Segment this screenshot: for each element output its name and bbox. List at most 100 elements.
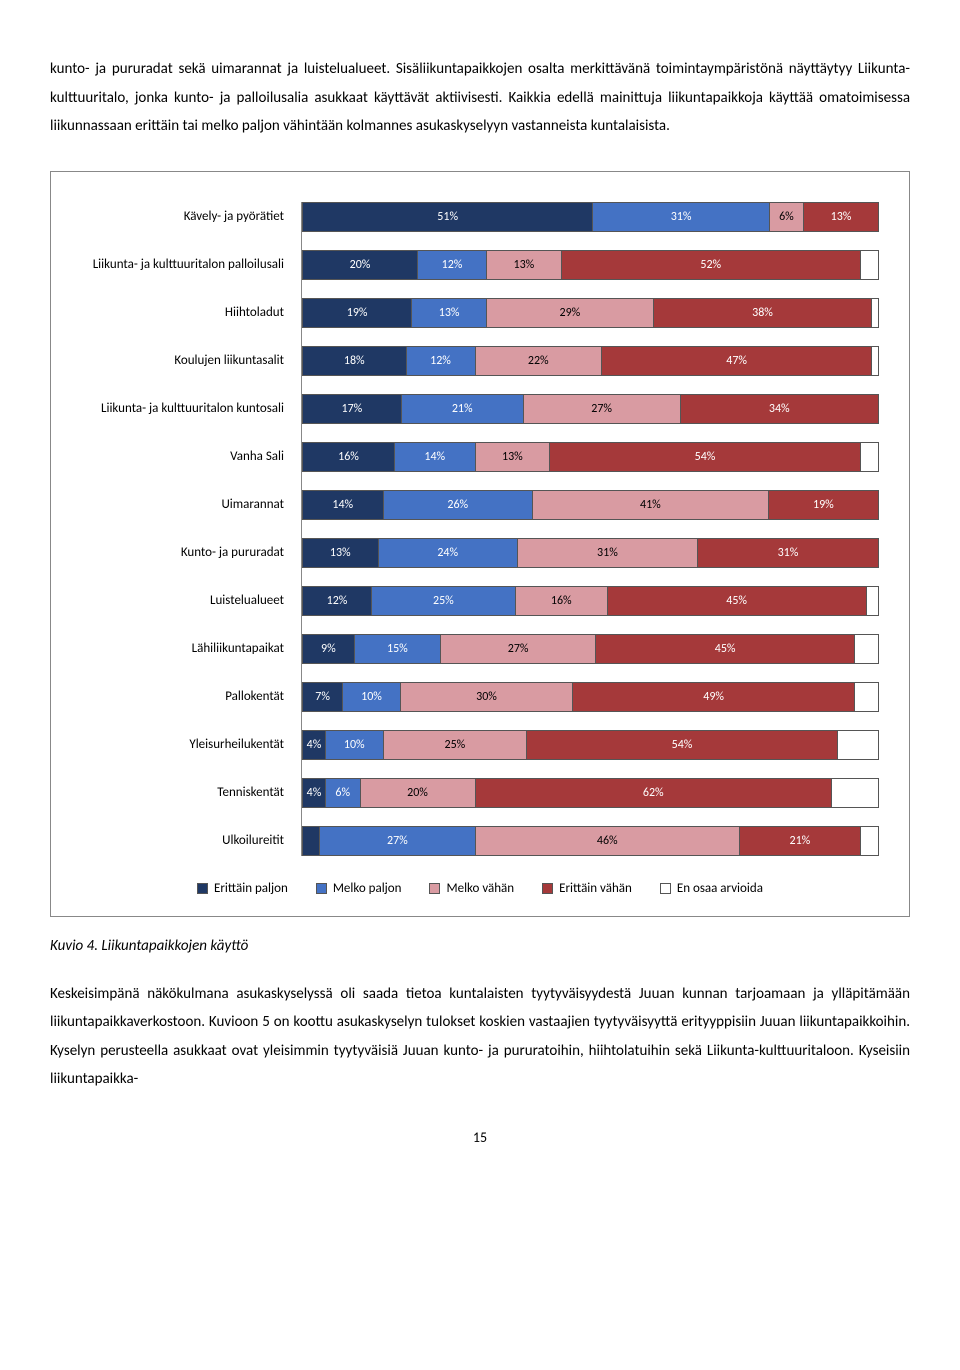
bar-segment (855, 683, 878, 711)
row-label: Luistelualueet (62, 593, 292, 608)
row-label: Vanha Sali (62, 449, 292, 464)
bar-segment: 25% (372, 587, 516, 615)
bar-segment: 10% (326, 731, 384, 759)
bar: 18%12%22%47% (302, 346, 879, 376)
row-label: Liikunta- ja kulttuuritalon kuntosali (62, 401, 292, 416)
legend-label: Melko vähän (446, 881, 514, 896)
bar-segment (855, 635, 878, 663)
legend-swatch (660, 883, 671, 894)
chart-row: Liikunta- ja kulttuuritalon palloilusali… (302, 250, 879, 280)
bar-segment: 13% (303, 539, 379, 567)
bar-segment (861, 443, 878, 471)
bar-segment: 27% (441, 635, 596, 663)
legend-item: Erittäin vähän (542, 881, 632, 896)
bar: 16%14%13%54% (302, 442, 879, 472)
bar-segment: 51% (303, 203, 593, 231)
legend-item: Erittäin paljon (197, 881, 288, 896)
legend-swatch (197, 883, 208, 894)
bar-segment (872, 299, 878, 327)
bar: 7%10%30%49% (302, 682, 879, 712)
bar-segment: 26% (384, 491, 534, 519)
bar-segment (861, 251, 878, 279)
bar-segment: 20% (361, 779, 476, 807)
bar-segment: 24% (379, 539, 518, 567)
chart-row: Liikunta- ja kulttuuritalon kuntosali17%… (302, 394, 879, 424)
bar-segment: 17% (303, 395, 402, 423)
bar-segment: 52% (562, 251, 861, 279)
bar-segment: 19% (769, 491, 878, 519)
bar-segment: 62% (476, 779, 833, 807)
legend-swatch (316, 883, 327, 894)
bar-segment (861, 827, 878, 855)
bar-segment: 6% (770, 203, 804, 231)
bar: 51%31%6%13% (302, 202, 879, 232)
legend-label: Erittäin paljon (214, 881, 288, 896)
chart-row: Kävely- ja pyörätiet51%31%6%13% (302, 202, 879, 232)
bar: 17%21%27%34% (302, 394, 879, 424)
bar-segment: 14% (395, 443, 476, 471)
bar-segment: 19% (303, 299, 412, 327)
legend-label: En osaa arvioida (677, 881, 763, 896)
bar-segment: 6% (326, 779, 361, 807)
stacked-bar-chart: Kävely- ja pyörätiet51%31%6%13%Liikunta-… (50, 171, 910, 917)
bar: 12%25%16%45% (302, 586, 879, 616)
bar-segment: 13% (804, 203, 878, 231)
bar-segment (872, 347, 878, 375)
bar-segment: 31% (593, 203, 769, 231)
chart-row: Pallokentät7%10%30%49% (302, 682, 879, 712)
legend-item: En osaa arvioida (660, 881, 763, 896)
bar: 4%6%20%62% (302, 778, 879, 808)
bar-segment: 12% (407, 347, 476, 375)
row-label: Kävely- ja pyörätiet (62, 209, 292, 224)
bar-segment: 13% (476, 443, 551, 471)
bar-segment (838, 731, 878, 759)
bar-segment: 4% (303, 731, 326, 759)
bar-segment: 16% (516, 587, 608, 615)
bar-segment: 18% (303, 347, 407, 375)
chart-row: Lähiliikuntapaikat9%15%27%45% (302, 634, 879, 664)
bar-segment: 29% (487, 299, 654, 327)
row-label: Liikunta- ja kulttuuritalon palloilusali (62, 257, 292, 272)
chart-row: Vanha Sali16%14%13%54% (302, 442, 879, 472)
row-label: Kunto- ja pururadat (62, 545, 292, 560)
chart-legend: Erittäin paljon Melko paljon Melko vähän Er… (71, 881, 889, 896)
chart-row: Tenniskentät4%6%20%62% (302, 778, 879, 808)
bar-segment: 31% (698, 539, 878, 567)
bar-segment: 13% (412, 299, 487, 327)
bar-segment: 45% (608, 587, 867, 615)
bar-segment: 47% (602, 347, 872, 375)
bar-segment: 41% (533, 491, 769, 519)
row-label: Hiihtoladut (62, 305, 292, 320)
row-label: Pallokentät (62, 689, 292, 704)
bar-segment: 4% (303, 779, 326, 807)
bar-segment: 54% (550, 443, 861, 471)
chart-row: Uimarannat14%26%41%19% (302, 490, 879, 520)
bar-segment: 21% (740, 827, 861, 855)
bar: 19%13%29%38% (302, 298, 879, 328)
bar: 14%26%41%19% (302, 490, 879, 520)
chart-caption: Kuvio 4. Liikuntapaikkojen käyttö (50, 937, 910, 955)
bar-segment: 14% (303, 491, 384, 519)
page-number: 15 (50, 1129, 910, 1146)
chart-row: Kunto- ja pururadat13%24%31%31% (302, 538, 879, 568)
legend-item: Melko paljon (316, 881, 402, 896)
legend-label: Erittäin vähän (559, 881, 632, 896)
bar: 4%10%25%54% (302, 730, 879, 760)
bar-segment: 45% (596, 635, 855, 663)
bar-segment: 13% (487, 251, 562, 279)
bar-segment: 9% (303, 635, 355, 663)
bar-segment: 22% (476, 347, 603, 375)
bar-segment: 38% (654, 299, 873, 327)
bar-segment (867, 587, 879, 615)
row-label: Lähiliikuntapaikat (62, 641, 292, 656)
legend-swatch (429, 883, 440, 894)
bar-segment (303, 827, 320, 855)
legend-item: Melko vähän (429, 881, 514, 896)
legend-label: Melko paljon (333, 881, 402, 896)
bar-segment: 16% (303, 443, 395, 471)
bar: 13%24%31%31% (302, 538, 879, 568)
chart-row: Yleisurheilukentät4%10%25%54% (302, 730, 879, 760)
body-paragraph: Keskeisimpänä näkökulmana asukaskyselyss… (50, 980, 910, 1094)
bar-segment: 12% (303, 587, 372, 615)
bar-segment: 15% (355, 635, 441, 663)
